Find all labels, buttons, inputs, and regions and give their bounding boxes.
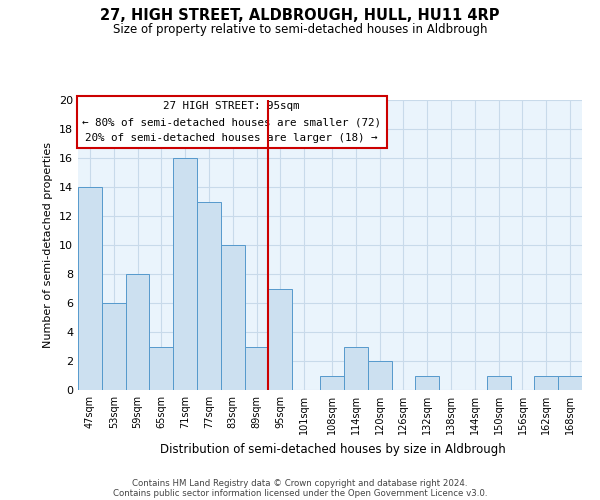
Text: 27, HIGH STREET, ALDBROUGH, HULL, HU11 4RP: 27, HIGH STREET, ALDBROUGH, HULL, HU11 4… [100, 8, 500, 22]
Text: Distribution of semi-detached houses by size in Aldbrough: Distribution of semi-detached houses by … [160, 442, 506, 456]
Bar [149, 346, 173, 390]
Bar [78, 187, 102, 390]
Bar [102, 303, 125, 390]
Bar [368, 361, 392, 390]
Y-axis label: Number of semi-detached properties: Number of semi-detached properties [43, 142, 53, 348]
Text: Size of property relative to semi-detached houses in Aldbrough: Size of property relative to semi-detach… [113, 22, 487, 36]
Text: Contains HM Land Registry data © Crown copyright and database right 2024.: Contains HM Land Registry data © Crown c… [132, 478, 468, 488]
Bar [344, 346, 368, 390]
Bar [173, 158, 197, 390]
Bar [558, 376, 582, 390]
Bar [268, 288, 292, 390]
Bar [221, 245, 245, 390]
Bar [197, 202, 221, 390]
Bar [415, 376, 439, 390]
Bar [245, 346, 268, 390]
Bar [125, 274, 149, 390]
Bar [320, 376, 344, 390]
Text: 27 HIGH STREET: 95sqm
← 80% of semi-detached houses are smaller (72)
20% of semi: 27 HIGH STREET: 95sqm ← 80% of semi-deta… [82, 102, 381, 142]
Bar [535, 376, 558, 390]
Bar [487, 376, 511, 390]
Text: Contains public sector information licensed under the Open Government Licence v3: Contains public sector information licen… [113, 488, 487, 498]
